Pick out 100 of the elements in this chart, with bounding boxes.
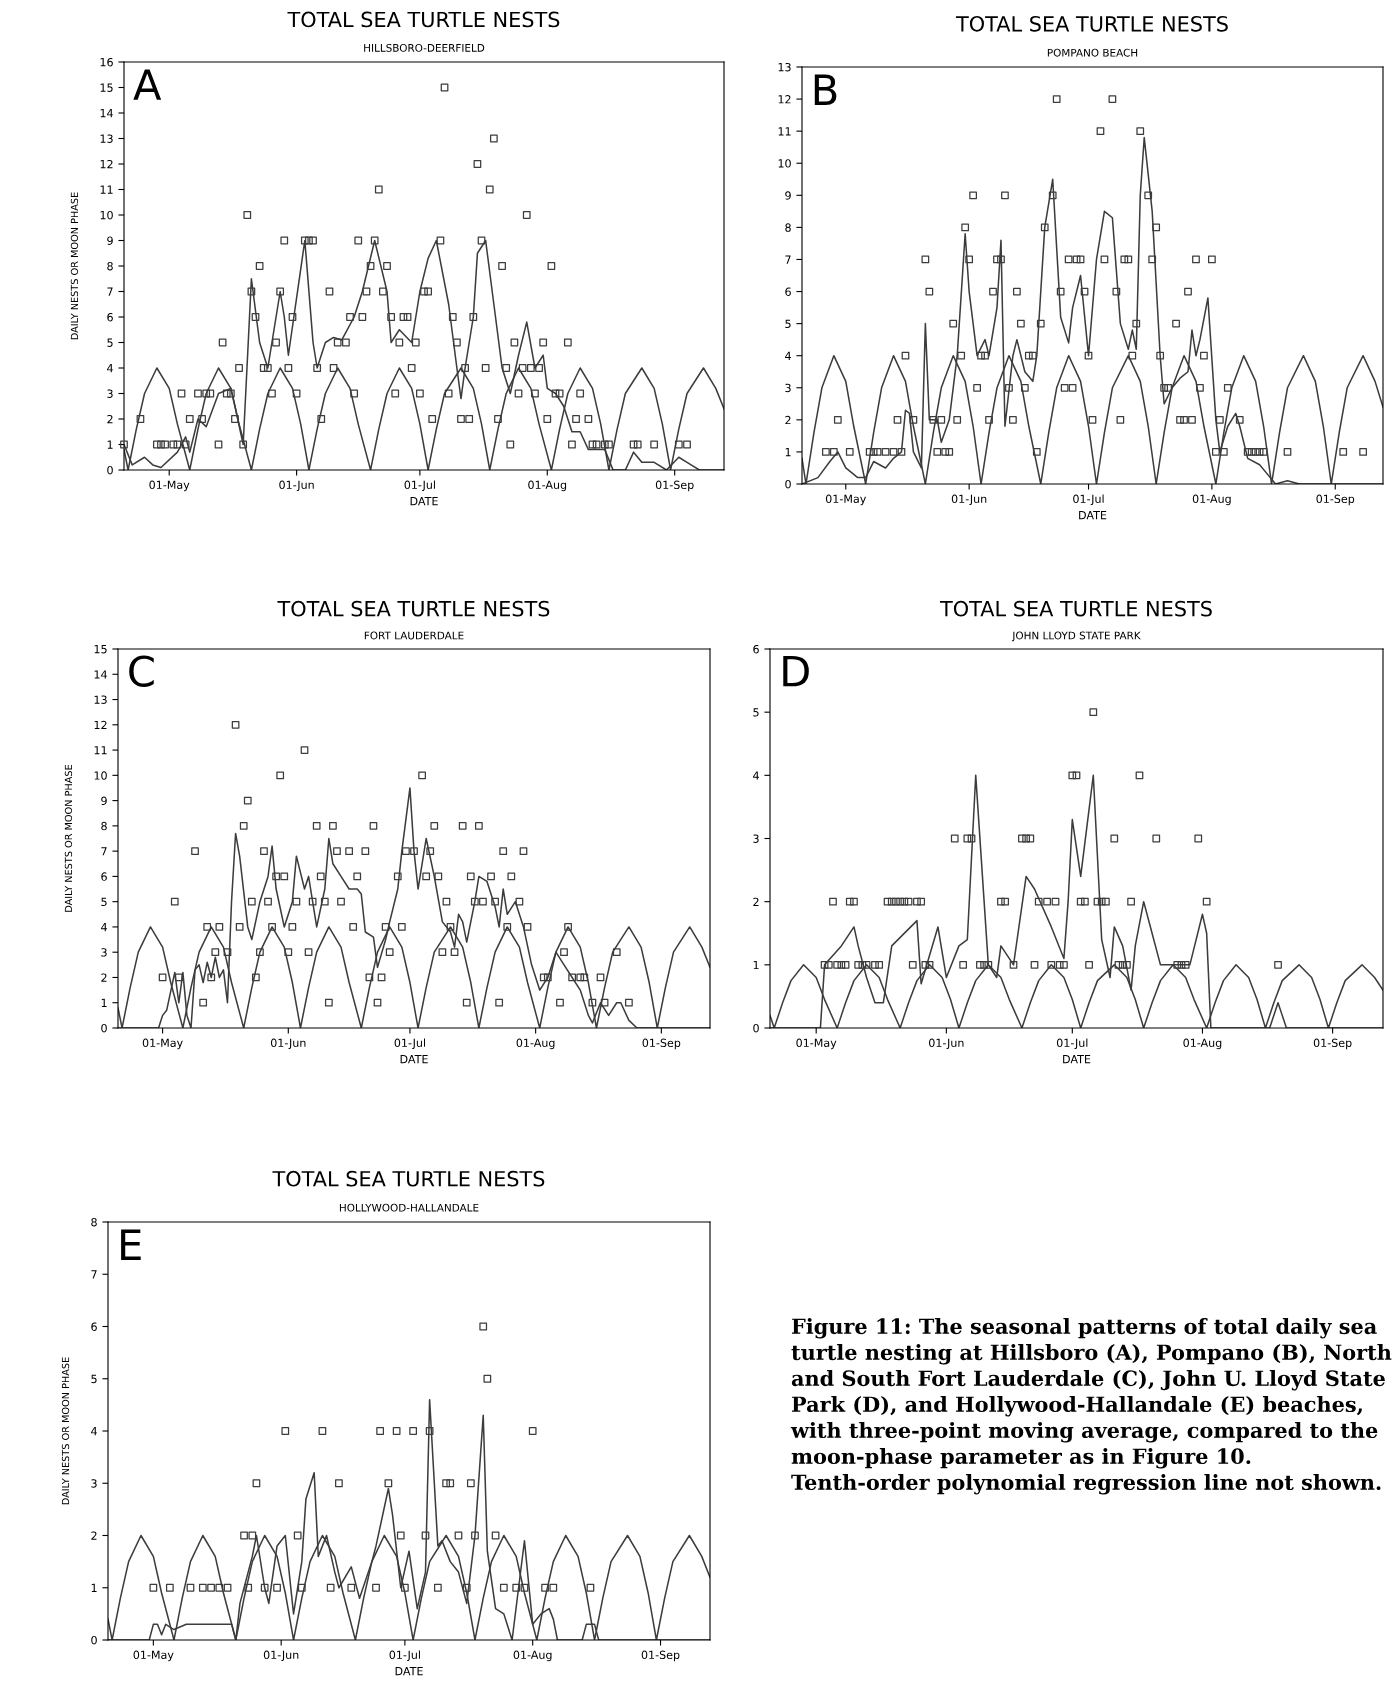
y-tick-label: 11: [100, 185, 113, 194]
y-tick-label: 1: [107, 440, 113, 449]
annotation: C: [129, 655, 154, 687]
y-tick-label: 6: [785, 287, 791, 296]
x-tick-label: 01-Aug: [516, 1038, 555, 1050]
y-tick-label: 2: [785, 415, 791, 425]
y-axis-title: DAILY NESTS OR MOON PHASE: [70, 192, 79, 340]
chart-title: TOTAL SEA TURTLE NESTS: [287, 11, 560, 28]
y-tick-label: 12: [94, 720, 107, 730]
y-tick-label: 10: [94, 771, 107, 780]
y-tick-label: 10: [778, 159, 791, 168]
y-tick-label: 5: [785, 319, 791, 328]
x-tick-label: 01-Jun: [929, 1038, 964, 1050]
y-axis-title: DAILY NESTS OR MOON PHASE: [64, 764, 73, 912]
y-tick-label: 9: [107, 236, 113, 245]
x-tick-label: 01-May: [149, 480, 190, 492]
y-tick-label: 14: [100, 109, 113, 118]
x-tick-label: 01-May: [796, 1038, 837, 1050]
x-axis-title: DATE: [410, 497, 438, 506]
y-tick-label: 1: [91, 1583, 97, 1592]
y-tick-label: 3: [753, 834, 759, 843]
x-tick-label: 01-Jul: [1056, 1038, 1088, 1050]
y-tick-label: 15: [94, 645, 107, 654]
y-tick-label: 1: [753, 960, 759, 970]
x-tick-label: 01-Sep: [1313, 1038, 1352, 1050]
y-tick-label: 8: [101, 821, 107, 831]
x-tick-label: 01-Sep: [641, 1650, 680, 1662]
x-tick-label: 01-Jun: [279, 480, 314, 492]
y-tick-label: 0: [101, 1023, 107, 1033]
x-tick-label: 01-Sep: [642, 1038, 681, 1050]
x-tick-label: 01-Jun: [270, 1038, 306, 1050]
y-tick-label: 7: [785, 255, 791, 264]
y-tick-label: 12: [778, 95, 791, 104]
y-tick-label: 0: [91, 1635, 97, 1645]
y-tick-label: 14: [94, 670, 107, 679]
chart-title: TOTAL SEA TURTLE NESTS: [277, 600, 550, 617]
y-tick-label: 0: [753, 1023, 759, 1033]
y-tick-label: 13: [94, 695, 107, 704]
annotation: D: [783, 655, 809, 687]
y-tick-label: 2: [91, 1531, 97, 1540]
x-tick-label: 01-May: [142, 1038, 183, 1050]
x-tick-label: 01-Jun: [263, 1650, 299, 1662]
annotation: A: [133, 69, 162, 100]
x-axis-title: DATE: [1079, 511, 1107, 520]
y-tick-label: 9: [785, 191, 791, 200]
y-tick-label: 8: [91, 1217, 97, 1227]
y-tick-label: 3: [107, 389, 113, 398]
y-tick-label: 13: [778, 62, 791, 72]
caption: Figure 11: The seasonal patterns of total daily sea turtle nesting at Hillsboro (A), Pompano (B), North and South Fort Lauderdale (C), John U. Lloyd State Park (D), and Hollywood-Hallandale (E) beaches, with three-point moving average, compared to the moon-phase parameter as in Figure 10. Tenth-order polynomial regression line not shown.: [790, 1318, 1392, 1495]
y-tick-label: 4: [91, 1427, 97, 1436]
x-tick-label: 01-Sep: [655, 480, 694, 492]
annotation: B: [814, 74, 837, 105]
x-tick-label: 01-Jul: [394, 1038, 425, 1050]
x-axis-title: DATE: [400, 1055, 428, 1064]
chart-subtitle: POMPANO BEACH: [1047, 48, 1138, 57]
y-tick-label: 13: [100, 134, 113, 143]
y-tick-label: 6: [91, 1322, 97, 1331]
y-tick-label: 3: [101, 948, 107, 957]
y-tick-label: 3: [91, 1479, 97, 1488]
y-tick-label: 5: [753, 708, 759, 717]
y-axis-title: DAILY NESTS OR MOON PHASE: [61, 1357, 70, 1505]
chart-subtitle: FORT LAUDERDALE: [364, 631, 464, 640]
y-tick-label: 3: [785, 383, 791, 393]
y-tick-label: 1: [101, 998, 107, 1007]
y-tick-label: 5: [107, 338, 113, 347]
y-tick-label: 7: [107, 287, 113, 296]
y-tick-label: 8: [785, 223, 791, 232]
x-axis-title: DATE: [1063, 1055, 1091, 1064]
x-tick-label: 01-Aug: [1192, 494, 1231, 506]
x-tick-label: 01-May: [825, 494, 866, 506]
y-tick-label: 11: [94, 746, 107, 755]
chart-title: TOTAL SEA TURTLE NESTS: [272, 1170, 545, 1187]
x-tick-label: 01-Jun: [951, 494, 987, 506]
y-tick-label: 10: [100, 210, 113, 220]
annotation: E: [121, 1229, 141, 1260]
x-tick-label: 01-Jul: [404, 480, 435, 492]
x-tick-label: 01-May: [133, 1650, 174, 1662]
y-tick-label: 6: [753, 644, 759, 654]
y-tick-label: 15: [100, 83, 113, 92]
y-tick-label: 11: [778, 127, 791, 136]
y-tick-label: 6: [107, 312, 113, 322]
y-tick-label: 4: [107, 364, 113, 373]
chart-subtitle: JOHN LLOYD STATE PARK: [1011, 631, 1141, 642]
chart-title: TOTAL SEA TURTLE NESTS: [955, 15, 1228, 32]
y-tick-label: 8: [107, 261, 113, 271]
y-tick-label: 16: [100, 57, 113, 67]
y-tick-label: 4: [101, 923, 107, 932]
x-tick-label: 01-Aug: [528, 480, 567, 492]
y-tick-label: 2: [753, 897, 759, 906]
y-tick-label: 1: [785, 448, 791, 457]
chart-subtitle: HILLSBORO-DEERFIELD: [364, 43, 485, 52]
x-tick-label: 01-Aug: [1183, 1038, 1222, 1050]
y-tick-label: 0: [107, 465, 113, 475]
y-tick-label: 4: [753, 771, 759, 780]
y-tick-label: 2: [101, 973, 107, 982]
chart-subtitle: HOLLYWOOD-HALLANDALE: [339, 1203, 479, 1212]
x-tick-label: 01-Aug: [513, 1650, 552, 1662]
y-tick-label: 7: [101, 847, 107, 856]
y-tick-label: 2: [107, 414, 113, 424]
y-tick-label: 4: [785, 351, 791, 360]
